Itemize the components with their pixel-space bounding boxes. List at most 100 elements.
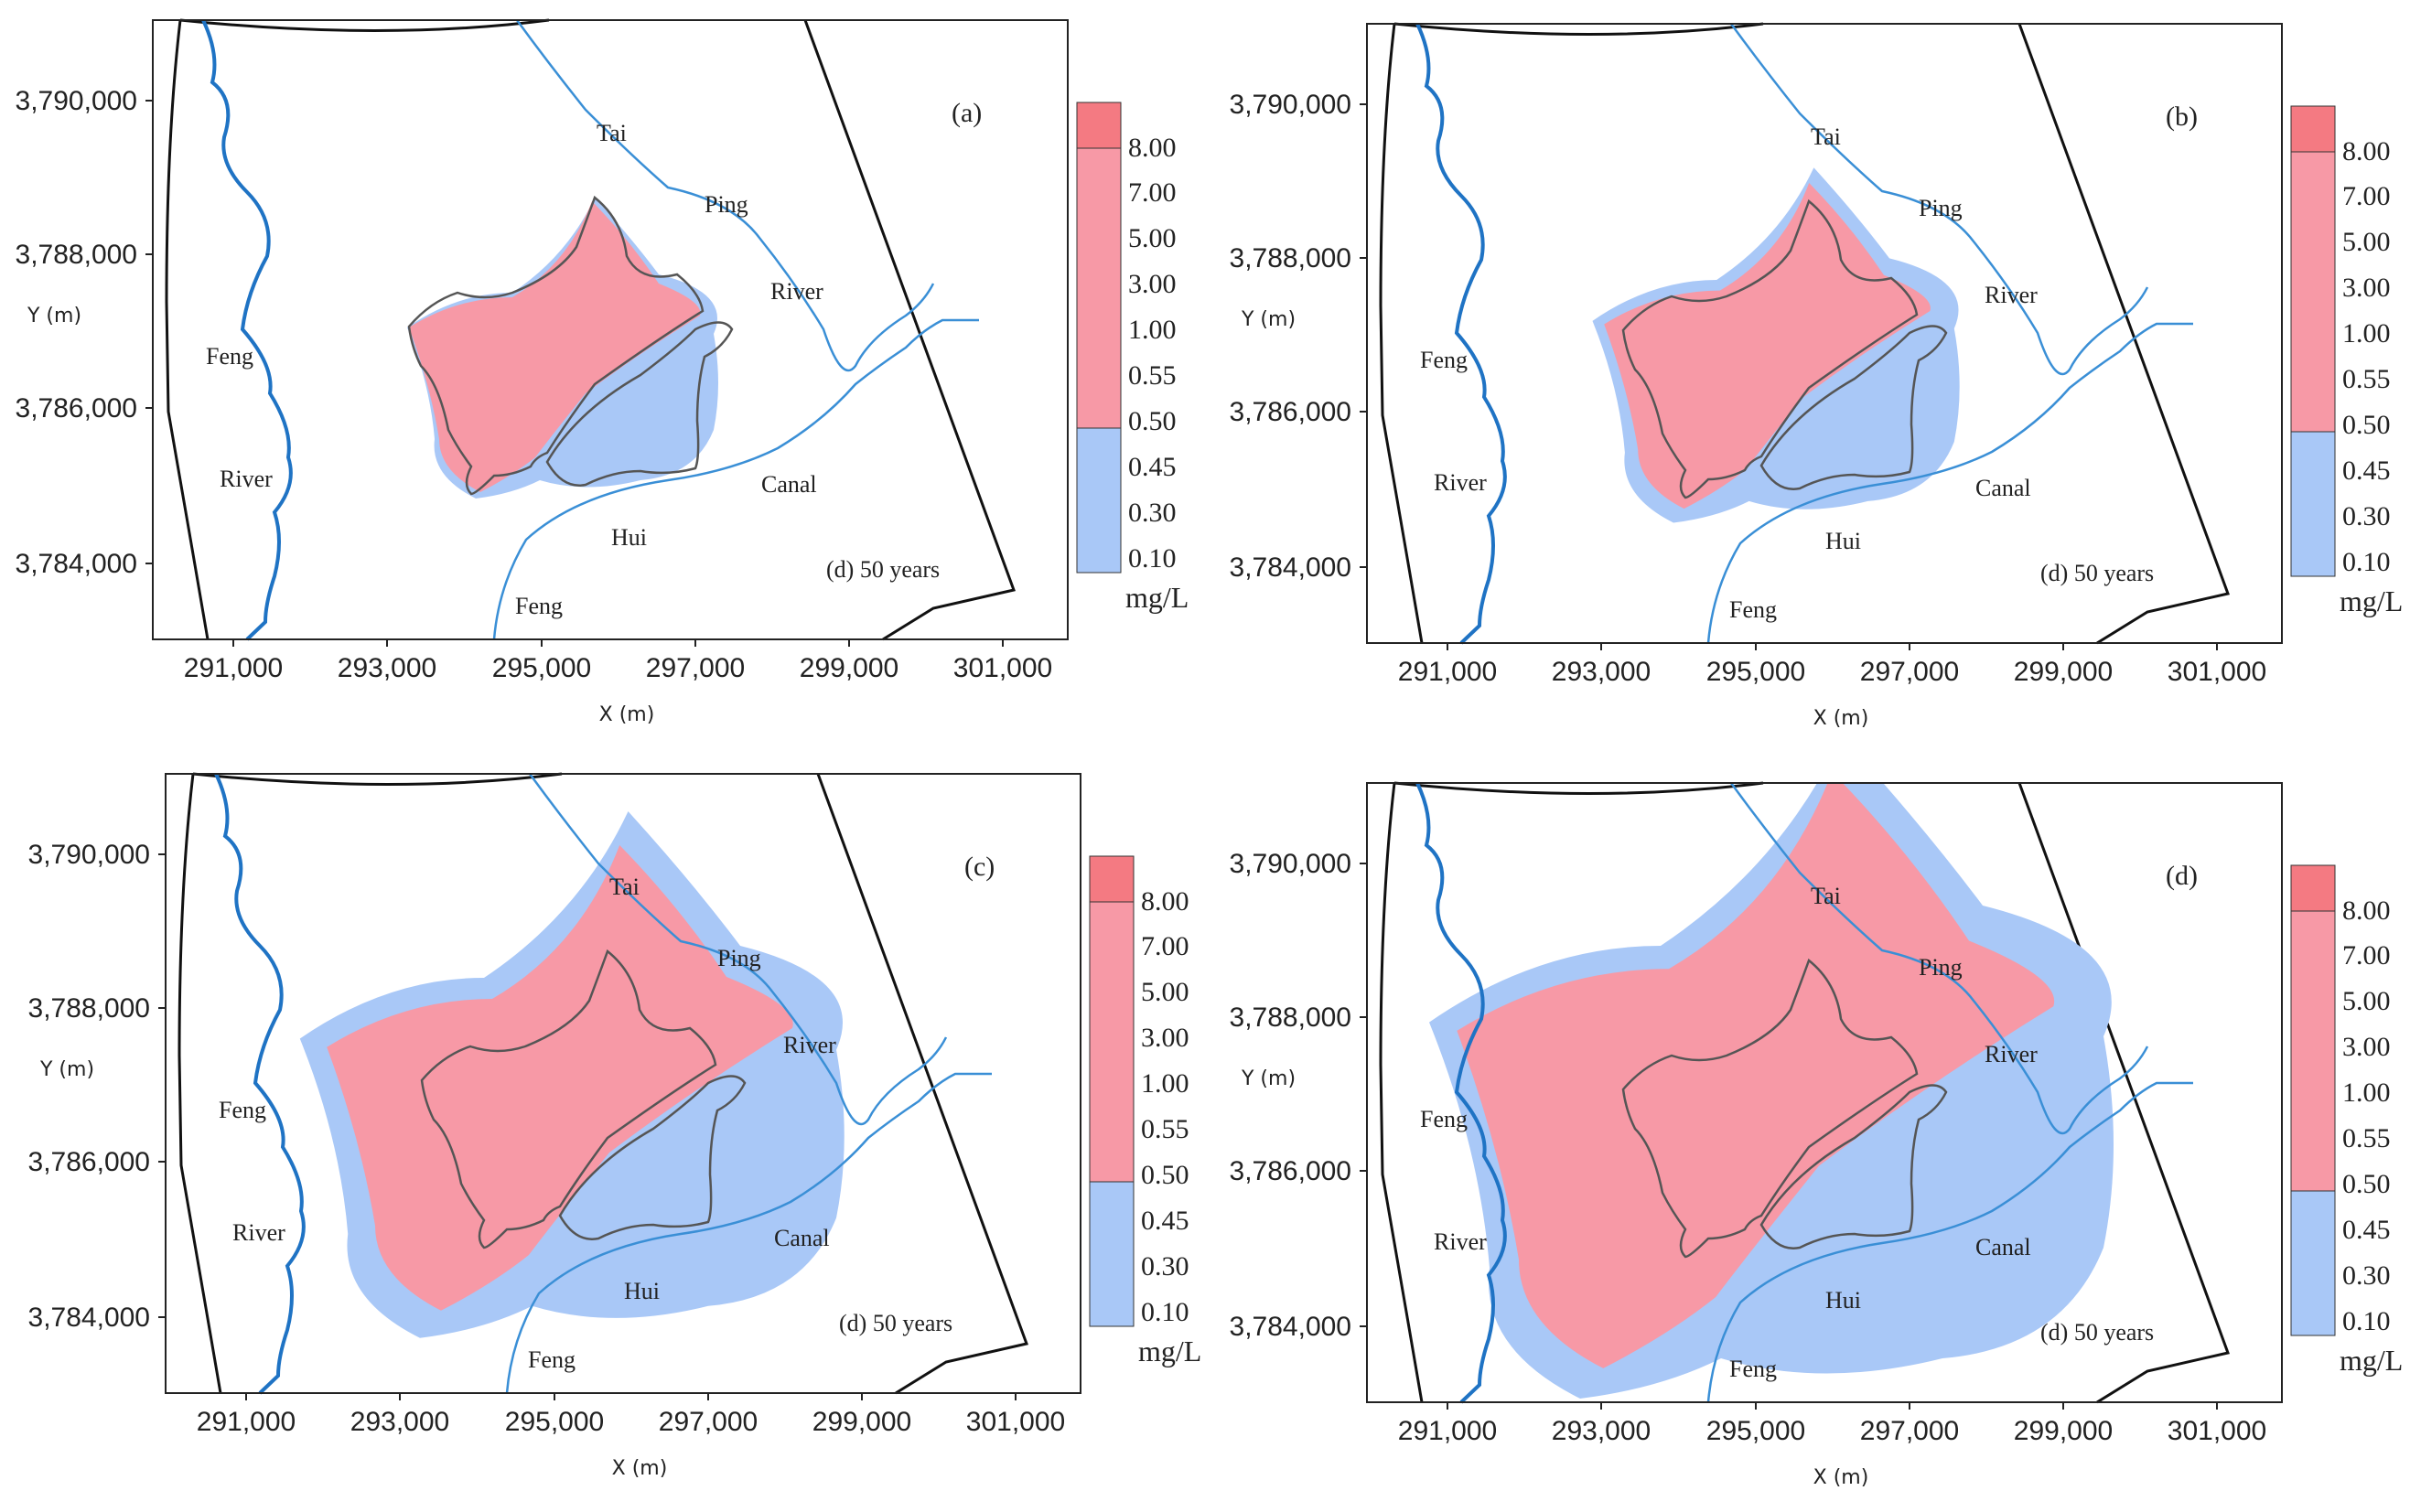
- x-tick-label: 297,000: [1860, 657, 1959, 687]
- time-note: (d) 50 years: [826, 556, 940, 583]
- river-label-river-west: River: [220, 466, 273, 492]
- tai-ping-river: [528, 773, 948, 1126]
- colorbar-top: [1076, 102, 1122, 149]
- x-tick-label: 301,000: [2168, 1416, 2266, 1446]
- colorbar-low: [1089, 1181, 1135, 1327]
- plot-frame-overlay: [165, 773, 1081, 1394]
- colorbar-label: 0.10: [1128, 543, 1177, 574]
- colorbar-label: 1.00: [1128, 315, 1177, 345]
- colorbar-low: [1076, 427, 1122, 574]
- colorbar-label: 1.00: [1141, 1068, 1189, 1099]
- plume-high-zone: [409, 201, 701, 492]
- river-label-ping: Ping: [1919, 954, 1963, 981]
- colorbar-label: 5.00: [1141, 977, 1189, 1007]
- tai-ping-river: [1729, 782, 2149, 1135]
- river-label-river-west: River: [232, 1219, 285, 1246]
- colorbar-low: [2290, 431, 2336, 577]
- site-outline-north: [407, 195, 705, 496]
- colorbar-label: 0.30: [1128, 498, 1177, 528]
- colorbar-label: 0.30: [2342, 1260, 2391, 1291]
- x-tick-label: 291,000: [1398, 1416, 1497, 1446]
- y-tick-label: 3,786,000: [1230, 1156, 1351, 1186]
- river-label-feng-south: Feng: [528, 1346, 576, 1373]
- y-tick-label: 3,788,000: [1230, 1003, 1351, 1033]
- colorbar-label: 7.00: [1128, 177, 1177, 208]
- river-label-feng-west: Feng: [1420, 347, 1468, 373]
- x-tick-label: 301,000: [953, 653, 1052, 683]
- colorbar-label: 7.00: [2342, 181, 2391, 211]
- x-axis-label: X (m): [1813, 707, 1869, 730]
- river-label-ping: Ping: [1919, 195, 1963, 221]
- colorbar-label: 3.00: [2342, 273, 2391, 303]
- colorbar-label: 3.00: [1128, 269, 1177, 299]
- colorbar-high: [1089, 901, 1135, 1183]
- plume-high-zone: [327, 845, 793, 1311]
- panel-label: (d): [2166, 861, 2198, 891]
- x-tick-label: 291,000: [197, 1407, 296, 1437]
- domain-west-boundary: [1379, 782, 1424, 1403]
- x-tick-label: 291,000: [184, 653, 283, 683]
- colorbar-label: 3.00: [1141, 1023, 1189, 1053]
- colorbar-label: 7.00: [1141, 931, 1189, 961]
- colorbar-label: 0.30: [2342, 501, 2391, 531]
- x-tick-label: 297,000: [646, 653, 745, 683]
- time-note: (d) 50 years: [2040, 1319, 2154, 1346]
- colorbar-label: 0.50: [1141, 1160, 1189, 1190]
- colorbar-unit: mg/L: [1125, 581, 1189, 614]
- domain-east-boundary: [2017, 23, 2230, 645]
- plot-frame-overlay: [1366, 782, 2283, 1403]
- y-tick-label: 3,788,000: [28, 993, 150, 1024]
- x-tick-label: 293,000: [1552, 657, 1651, 687]
- colorbar-label: 0.50: [2342, 1169, 2391, 1199]
- colorbar-label: 8.00: [1128, 133, 1177, 163]
- y-tick-label: 3,788,000: [1230, 243, 1351, 273]
- plot-frame-overlay: [1366, 23, 2283, 644]
- time-note: (d) 50 years: [839, 1310, 952, 1336]
- y-tick-label: 3,786,000: [28, 1147, 150, 1177]
- river-label-canal: Canal: [1975, 1234, 2031, 1260]
- hui-canal: [505, 1072, 992, 1394]
- colorbar-label: 0.55: [1141, 1114, 1189, 1144]
- plot-frame-overlay: [152, 19, 1069, 640]
- river-label-river-east: River: [783, 1032, 836, 1058]
- y-tick-label: 3,790,000: [28, 840, 150, 870]
- y-tick-label: 3,784,000: [28, 1303, 150, 1333]
- y-axis-label: Y (m): [39, 1058, 94, 1081]
- river-label-river-east: River: [1985, 1041, 2038, 1067]
- y-tick-label: 3,784,000: [1230, 1312, 1351, 1342]
- colorbar-label: 0.30: [1141, 1251, 1189, 1281]
- colorbar-label: 0.55: [2342, 1123, 2391, 1153]
- panel-d: 3,790,000 3,788,000 3,786,000 3,784,000 291,…: [1230, 781, 2403, 1489]
- panel-c: 3,790,000 3,788,000 3,786,000 3,784,000 291,…: [28, 772, 1201, 1480]
- river-label-feng-south: Feng: [515, 593, 563, 619]
- y-tick-label: 3,790,000: [1230, 849, 1351, 879]
- river-label-tai: Tai: [1811, 123, 1841, 150]
- river-label-tai: Tai: [1811, 883, 1841, 909]
- colorbar-unit: mg/L: [2340, 584, 2403, 617]
- domain-east-boundary: [803, 19, 1016, 641]
- x-tick-label: 297,000: [1860, 1416, 1959, 1446]
- domain-north-boundary: [1393, 22, 1764, 36]
- river-label-feng-west: Feng: [1420, 1106, 1468, 1132]
- hui-canal: [492, 318, 979, 640]
- colorbar-label: 0.50: [1128, 406, 1177, 436]
- x-axis-label: X (m): [612, 1457, 668, 1480]
- river-label-ping: Ping: [717, 945, 761, 971]
- time-note: (d) 50 years: [2040, 560, 2154, 586]
- x-tick-label: 299,000: [2014, 1416, 2113, 1446]
- x-tick-label: 293,000: [338, 653, 436, 683]
- colorbar-unit: mg/L: [1138, 1335, 1201, 1367]
- panel-label: (a): [952, 98, 982, 128]
- colorbar-label: 0.10: [1141, 1297, 1189, 1327]
- domain-east-boundary: [2017, 782, 2230, 1404]
- colorbar-top: [1089, 855, 1135, 903]
- river-label-canal: Canal: [761, 471, 817, 498]
- colorbar-label: 3.00: [2342, 1032, 2391, 1062]
- x-tick-label: 299,000: [800, 653, 898, 683]
- river-label-canal: Canal: [774, 1225, 830, 1251]
- feng-river-west: [1415, 782, 1507, 1404]
- colorbar-high: [2290, 910, 2336, 1192]
- y-tick-label: 3,790,000: [16, 86, 137, 116]
- river-label-hui: Hui: [1825, 528, 1861, 554]
- x-tick-label: 293,000: [1552, 1416, 1651, 1446]
